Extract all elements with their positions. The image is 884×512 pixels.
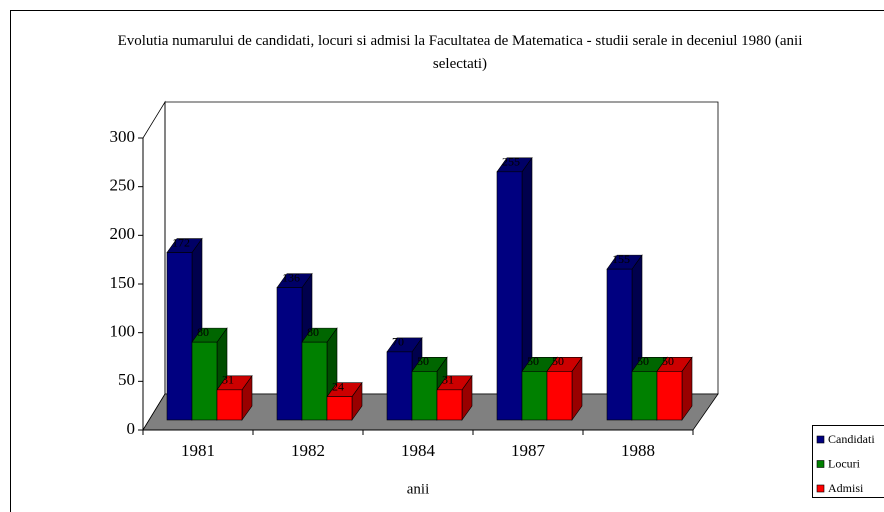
bar <box>411 371 438 421</box>
y-tick-label: 200 <box>110 224 136 243</box>
bar <box>546 371 573 421</box>
bar <box>436 389 463 421</box>
x-tick-label: 1984 <box>401 441 436 460</box>
data-label: 136 <box>282 270 300 284</box>
legend-label: Locuri <box>828 456 861 470</box>
data-label: 24 <box>332 379 344 393</box>
x-tick-label: 1981 <box>181 441 215 460</box>
x-tick-label: 1988 <box>621 441 655 460</box>
y-tick-label: 150 <box>110 273 136 292</box>
data-label: 80 <box>197 325 209 339</box>
x-tick-label: 1987 <box>511 441 546 460</box>
chart-title: Evolutia numarului de candidati, locuri … <box>117 33 803 72</box>
data-label: 50 <box>527 354 539 368</box>
data-label: 172 <box>172 235 190 249</box>
data-label: 50 <box>637 354 649 368</box>
bar <box>326 396 353 421</box>
legend-swatch <box>816 484 825 493</box>
y-tick-label: 300 <box>110 127 136 146</box>
bar <box>521 371 548 421</box>
x-axis-label: anii <box>407 481 430 497</box>
data-label: 155 <box>612 252 630 266</box>
bar <box>166 252 193 421</box>
y-tick-label: 250 <box>110 176 136 195</box>
data-label: 31 <box>222 373 234 387</box>
legend-box <box>812 425 884 498</box>
data-label: 70 <box>392 335 404 349</box>
data-label: 50 <box>662 354 674 368</box>
data-label: 50 <box>552 354 564 368</box>
bar <box>301 341 328 421</box>
chart-border <box>10 10 884 512</box>
data-label: 255 <box>502 155 520 169</box>
bar <box>216 389 243 421</box>
x-tick-label: 1982 <box>291 441 325 460</box>
bar <box>606 268 633 421</box>
bar <box>276 287 303 421</box>
bar <box>191 341 218 421</box>
y-tick-label: 50 <box>118 370 135 389</box>
y-tick-label: 0 <box>127 419 136 438</box>
bar <box>386 351 413 421</box>
bar <box>496 171 523 421</box>
bar <box>631 371 658 421</box>
data-label: 50 <box>417 354 429 368</box>
data-label: 31 <box>442 373 454 387</box>
y-tick-label: 100 <box>110 322 136 341</box>
legend-label: Admisi <box>828 481 864 495</box>
data-label: 80 <box>307 325 319 339</box>
legend-label: Candidati <box>828 432 875 446</box>
legend-swatch <box>816 435 825 444</box>
bar <box>656 371 683 421</box>
legend-swatch <box>816 460 825 468</box>
side-wall <box>142 100 166 432</box>
